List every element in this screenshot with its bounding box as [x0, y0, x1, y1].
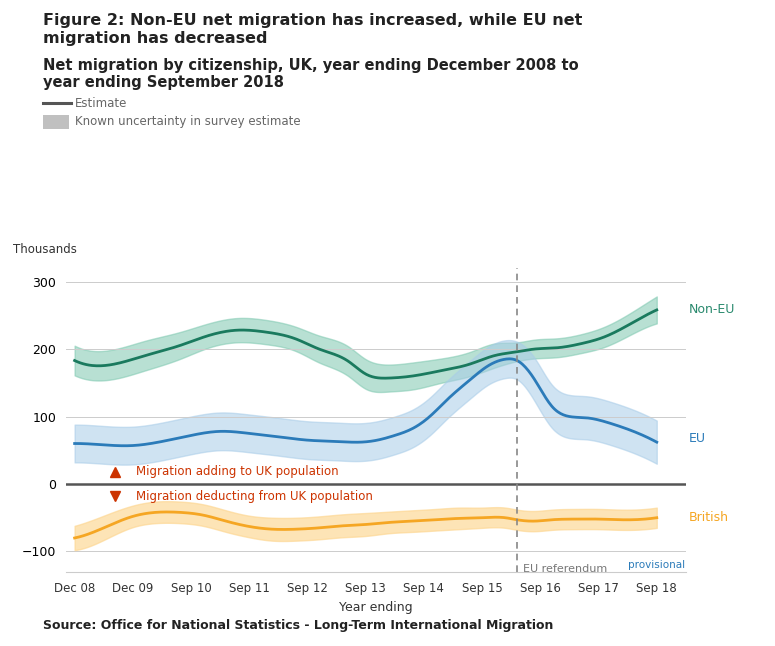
Text: Non-EU: Non-EU	[689, 304, 735, 317]
Text: Migration deducting from UK population: Migration deducting from UK population	[136, 490, 373, 503]
X-axis label: Year ending: Year ending	[339, 601, 412, 614]
Text: Known uncertainty in survey estimate: Known uncertainty in survey estimate	[75, 115, 301, 128]
Text: Net migration by citizenship, UK, year ending December 2008 to: Net migration by citizenship, UK, year e…	[43, 58, 578, 73]
Text: EU referendum: EU referendum	[523, 563, 607, 574]
Text: Estimate: Estimate	[75, 97, 128, 110]
Text: EU: EU	[689, 432, 706, 445]
Text: year ending September 2018: year ending September 2018	[43, 75, 284, 90]
Text: Figure 2: Non-EU net migration has increased, while EU net: Figure 2: Non-EU net migration has incre…	[43, 13, 582, 28]
Text: Source: Office for National Statistics - Long-Term International Migration: Source: Office for National Statistics -…	[43, 619, 553, 632]
Text: Migration adding to UK population: Migration adding to UK population	[136, 465, 339, 478]
Text: British: British	[689, 511, 728, 525]
Text: migration has decreased: migration has decreased	[43, 31, 267, 46]
Text: provisional: provisional	[629, 559, 685, 570]
Text: Thousands: Thousands	[13, 243, 77, 256]
